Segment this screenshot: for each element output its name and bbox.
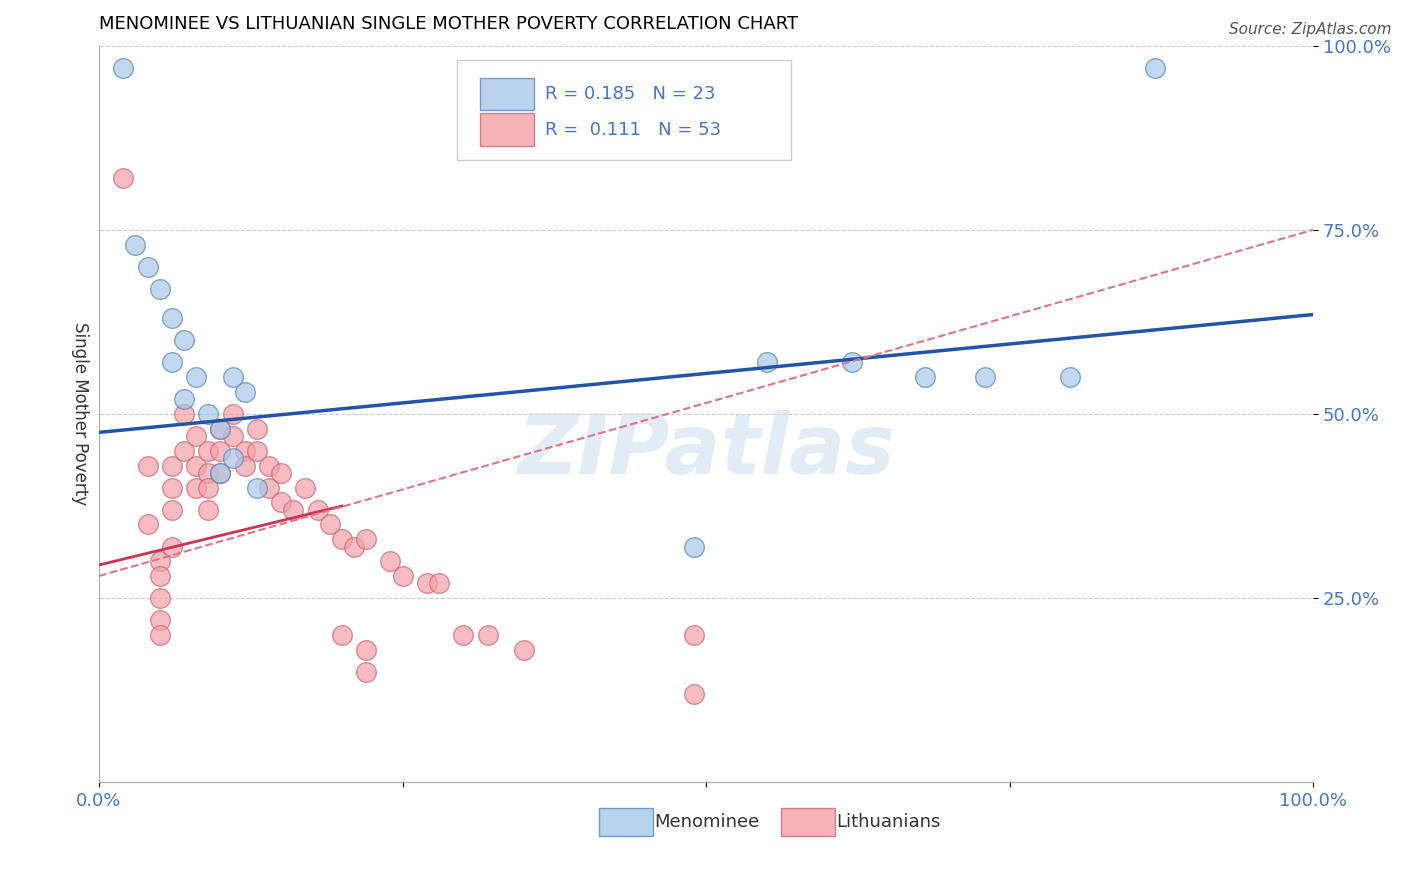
Point — [755, 355, 778, 369]
Text: R =  0.111   N = 53: R = 0.111 N = 53 — [544, 120, 721, 138]
Text: Menominee: Menominee — [654, 813, 759, 831]
Point — [330, 532, 353, 546]
Point — [209, 443, 232, 458]
Point — [354, 532, 377, 546]
FancyBboxPatch shape — [599, 808, 652, 836]
Point — [354, 642, 377, 657]
Point — [186, 370, 208, 384]
Text: MENOMINEE VS LITHUANIAN SINGLE MOTHER POVERTY CORRELATION CHART: MENOMINEE VS LITHUANIAN SINGLE MOTHER PO… — [98, 15, 799, 33]
Point — [477, 628, 499, 642]
Point — [186, 429, 208, 443]
FancyBboxPatch shape — [481, 113, 534, 146]
Point — [197, 502, 219, 516]
Point — [160, 481, 183, 495]
Point — [209, 422, 232, 436]
Point — [197, 481, 219, 495]
Point — [136, 517, 159, 532]
Point — [330, 628, 353, 642]
Point — [173, 392, 195, 407]
Point — [257, 481, 280, 495]
Point — [136, 458, 159, 473]
FancyBboxPatch shape — [782, 808, 835, 836]
Point — [453, 628, 475, 642]
Point — [173, 334, 195, 348]
Point — [197, 407, 219, 421]
Point — [974, 370, 997, 384]
FancyBboxPatch shape — [457, 61, 792, 160]
Point — [173, 407, 195, 421]
Point — [319, 517, 342, 532]
Point — [149, 554, 172, 568]
Point — [136, 260, 159, 274]
Point — [173, 443, 195, 458]
Point — [1144, 61, 1167, 75]
Point — [221, 407, 243, 421]
Point — [294, 481, 316, 495]
Point — [246, 481, 269, 495]
Point — [1059, 370, 1081, 384]
Point — [186, 481, 208, 495]
Text: Source: ZipAtlas.com: Source: ZipAtlas.com — [1229, 22, 1392, 37]
Point — [149, 569, 172, 583]
Point — [209, 466, 232, 480]
Point — [683, 628, 706, 642]
Point — [160, 502, 183, 516]
Text: R = 0.185   N = 23: R = 0.185 N = 23 — [544, 86, 716, 103]
Point — [112, 61, 135, 75]
Point — [160, 458, 183, 473]
Point — [427, 576, 450, 591]
Point — [683, 687, 706, 701]
Point — [149, 613, 172, 627]
Point — [209, 466, 232, 480]
Point — [246, 422, 269, 436]
Point — [160, 311, 183, 326]
Point — [914, 370, 936, 384]
Point — [221, 451, 243, 466]
Point — [221, 429, 243, 443]
Text: Lithuanians: Lithuanians — [837, 813, 941, 831]
Point — [283, 502, 305, 516]
Point — [160, 355, 183, 369]
Y-axis label: Single Mother Poverty: Single Mother Poverty — [72, 322, 89, 506]
Point — [683, 540, 706, 554]
Point — [149, 282, 172, 296]
Point — [124, 237, 146, 252]
Point — [149, 628, 172, 642]
Point — [270, 466, 292, 480]
Point — [221, 370, 243, 384]
Point — [354, 665, 377, 679]
Point — [209, 422, 232, 436]
Point — [416, 576, 439, 591]
Point — [233, 443, 256, 458]
Point — [257, 458, 280, 473]
Point — [841, 355, 863, 369]
FancyBboxPatch shape — [481, 78, 534, 111]
Point — [112, 171, 135, 186]
Point — [513, 642, 536, 657]
Point — [149, 591, 172, 606]
Point — [307, 502, 329, 516]
Text: ZIPatlas: ZIPatlas — [517, 410, 896, 491]
Point — [197, 443, 219, 458]
Point — [233, 458, 256, 473]
Point — [391, 569, 413, 583]
Point — [270, 495, 292, 509]
Point — [160, 540, 183, 554]
Point — [197, 466, 219, 480]
Point — [343, 540, 366, 554]
Point — [186, 458, 208, 473]
Point — [246, 443, 269, 458]
Point — [233, 384, 256, 399]
Point — [380, 554, 402, 568]
